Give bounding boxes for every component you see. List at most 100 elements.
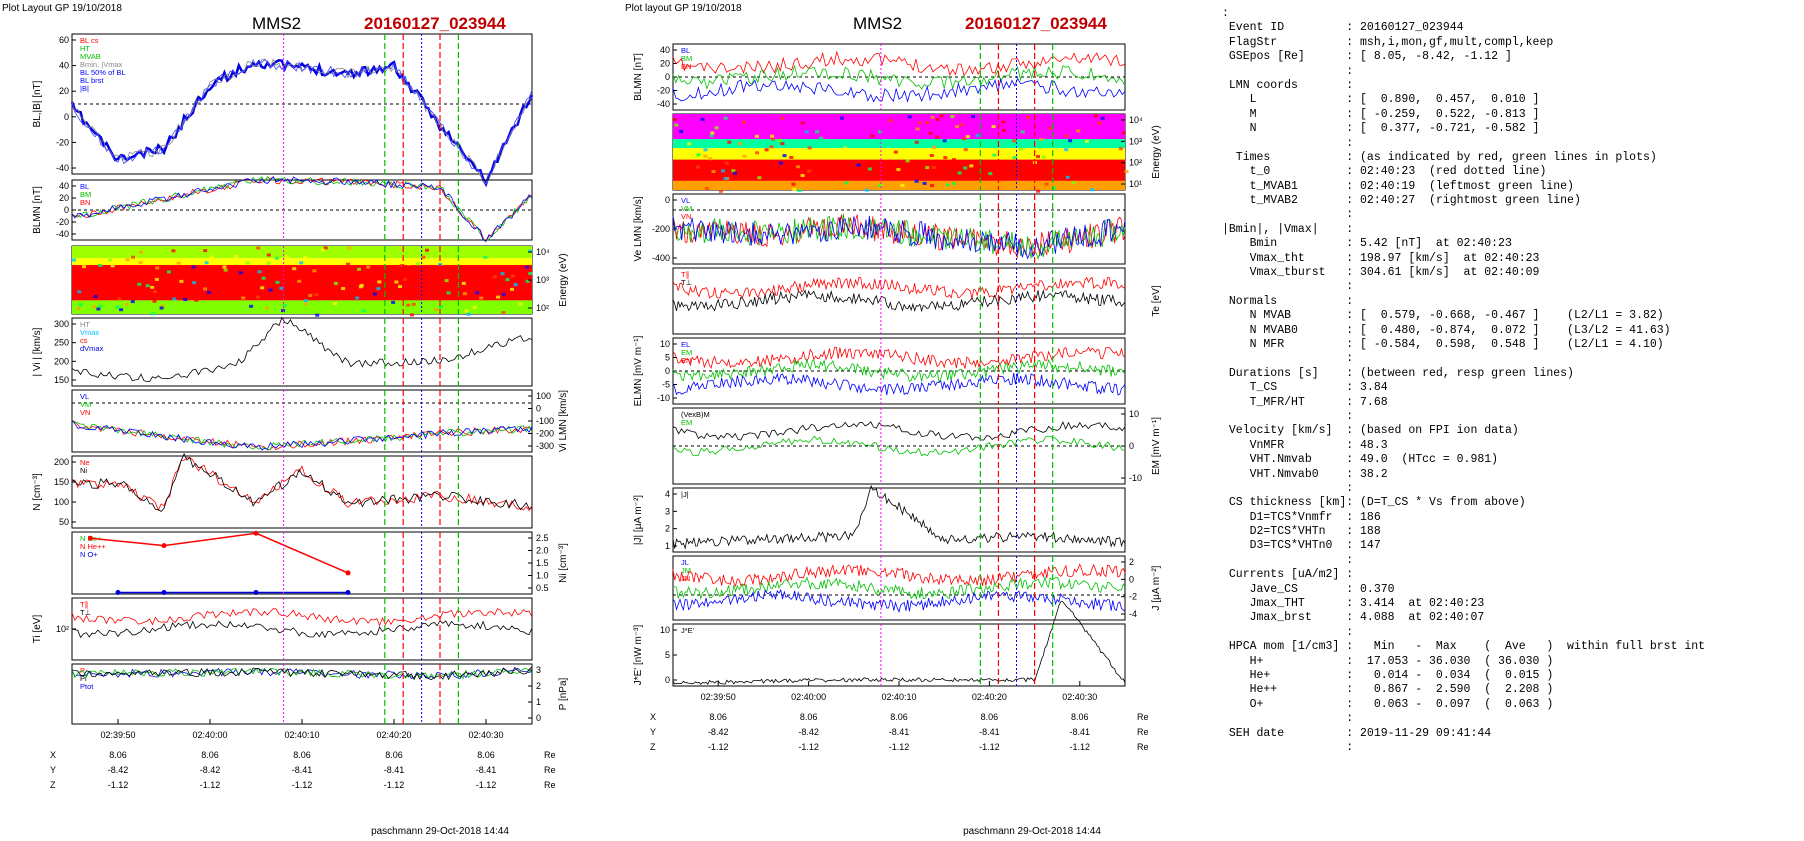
spectrogram-pixel xyxy=(770,134,775,138)
legend-entry: P xyxy=(80,666,85,675)
data-point xyxy=(87,535,93,541)
spectrogram-pixel xyxy=(800,121,805,125)
info-line: : xyxy=(1222,712,1354,726)
spectrogram-pixel xyxy=(377,280,382,284)
info-line: SEH date : 2019-11-29 09:41:44 xyxy=(1222,726,1492,740)
spectrogram-pixel xyxy=(674,123,679,127)
spectrogram-pixel xyxy=(959,123,964,127)
series-line xyxy=(672,435,1126,457)
spectrogram-pixel xyxy=(333,281,338,285)
spectrogram-pixel xyxy=(501,292,506,296)
spectrogram-pixel xyxy=(476,270,481,273)
spectrogram-pixel xyxy=(136,304,141,308)
spectrogram-pixel xyxy=(171,249,176,253)
page-footer: paschmann 29-Oct-2018 14:44 xyxy=(371,826,509,837)
spectrogram-pixel xyxy=(206,291,211,295)
y-tick-label: -20 xyxy=(56,217,69,227)
spectrogram-pixel xyxy=(462,292,467,296)
info-line: VHT.Nmvab0 : 38.2 xyxy=(1222,467,1388,481)
spectrogram-pixel xyxy=(917,121,922,125)
spectrogram-pixel xyxy=(359,283,364,287)
spectrogram-pixel xyxy=(755,151,760,155)
spectrogram-pixel xyxy=(320,296,325,300)
y-tick-label: 300 xyxy=(54,319,69,329)
legend-entry: VM xyxy=(80,400,91,409)
spectrogram-pixel xyxy=(922,181,927,185)
coord-value: -8.41 xyxy=(979,727,1000,737)
spectrogram-pixel xyxy=(969,164,974,168)
spectrogram-pixel xyxy=(1038,145,1043,149)
data-point xyxy=(345,570,351,576)
event-info-panel: : Event ID : 20160127_023944 FlagStr : m… xyxy=(1222,7,1802,837)
spectrogram-pixel xyxy=(721,169,725,173)
spectrogram-pixel xyxy=(1064,148,1069,152)
coord-value: -8.42 xyxy=(708,727,729,737)
coord-label: X xyxy=(50,750,56,760)
spectrogram-pixel xyxy=(864,188,869,192)
y-tick-label: 10¹ xyxy=(1129,179,1142,189)
y-tick-label: 0.5 xyxy=(536,583,549,593)
spectrogram-pixel xyxy=(1039,137,1044,141)
page-footer: paschmann 29-Oct-2018 14:44 xyxy=(963,826,1101,837)
legend-entry: T⊥ xyxy=(681,278,693,287)
spectrogram-pixel xyxy=(219,306,224,310)
spectrogram-pixel xyxy=(703,154,708,158)
spectrogram-pixel xyxy=(172,297,177,301)
coord-label: Y xyxy=(50,765,56,775)
legend-entry: JN xyxy=(681,574,690,583)
spectrogram-pixel xyxy=(153,290,158,294)
series-line xyxy=(672,276,1126,299)
spectrogram-pixel xyxy=(931,165,936,169)
series-line xyxy=(71,420,533,451)
spectrogram-pixel xyxy=(955,125,959,128)
legend-entry: JM xyxy=(681,566,691,575)
spectrogram-pixel xyxy=(399,264,404,267)
y-tick-label: 40 xyxy=(660,45,670,55)
spectrogram-pixel xyxy=(275,280,280,284)
spectrogram-pixel xyxy=(98,304,103,308)
series-line xyxy=(672,358,1126,384)
spectrogram-pixel xyxy=(952,182,957,186)
spectrogram-pixel xyxy=(448,278,453,281)
spectrogram-pixel xyxy=(1019,147,1023,151)
coord-value: -1.12 xyxy=(798,742,819,752)
legend-entry: T∥ xyxy=(681,270,689,279)
spectrogram-pixel xyxy=(282,303,287,307)
spectrogram-pixel xyxy=(125,258,130,262)
series-line xyxy=(672,289,1126,313)
right-plot-page: Plot layout GP 19/10/2018 MMS2 20160127_02… xyxy=(625,3,1162,837)
series-line xyxy=(71,620,533,639)
spectrogram-pixel xyxy=(299,261,304,265)
info-line: D1=TCS*Vnmfr : 186 xyxy=(1222,510,1381,524)
spectrogram-pixel xyxy=(792,188,797,191)
spectrogram-pixel xyxy=(708,157,713,161)
info-line: Jave_CS : 0.370 xyxy=(1222,582,1395,596)
spectrogram-pixel xyxy=(914,140,919,144)
y-tick-label: 150 xyxy=(54,375,69,385)
legend-entry: EM xyxy=(681,348,692,357)
series-line xyxy=(71,666,533,681)
spectrogram-pixel xyxy=(372,292,377,296)
spectrogram-pixel xyxy=(1076,129,1081,133)
spectrogram-pixel xyxy=(896,168,901,172)
spectrogram-pixel xyxy=(528,249,533,253)
spectrogram-pixel xyxy=(398,285,402,288)
y-tick-label: 1 xyxy=(536,697,541,707)
coord-value: -8.42 xyxy=(108,765,129,775)
spectrogram-pixel xyxy=(700,117,705,121)
series-line xyxy=(71,457,533,512)
spectrogram-pixel xyxy=(900,183,905,187)
spectrogram-pixel xyxy=(96,307,101,311)
y-tick-label: 2 xyxy=(536,681,541,691)
panel-je: 10 5 0 J*E' [nW m⁻³] J*E' xyxy=(633,600,1126,687)
spectrogram-pixel xyxy=(194,298,199,302)
spectrogram-pixel xyxy=(780,142,785,146)
spectrogram-pixel xyxy=(203,249,208,253)
spectrogram-pixel xyxy=(782,154,787,158)
spectrogram-pixel xyxy=(513,283,518,287)
info-line: Currents [uA/m2] : xyxy=(1222,568,1354,582)
spectrogram-pixel xyxy=(950,115,955,118)
coord-value: 8.06 xyxy=(293,750,311,760)
